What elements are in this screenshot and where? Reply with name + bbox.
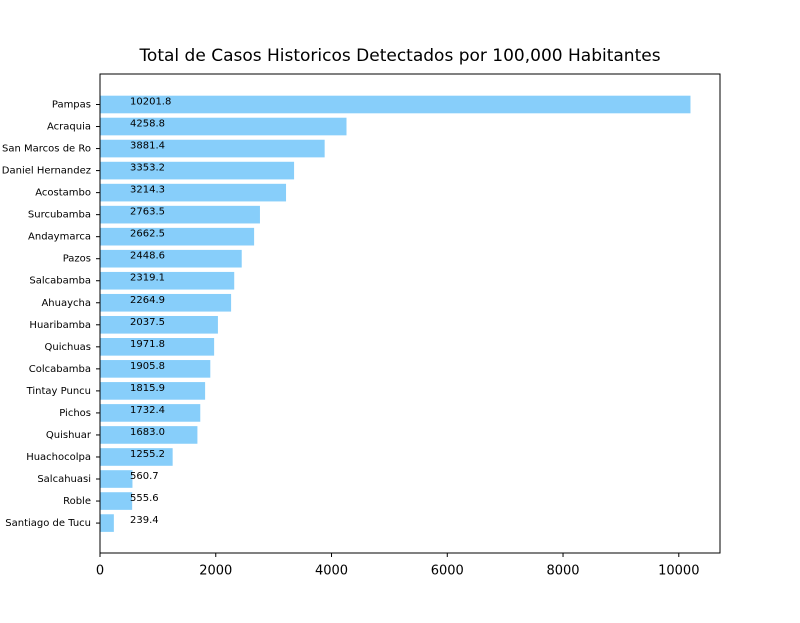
y-tick-label: Andaymarca	[28, 232, 91, 243]
value-label: 2037.5	[130, 317, 165, 328]
bar	[100, 338, 215, 356]
y-tick-label: Huaribamba	[29, 320, 91, 331]
y-tick-label: Quishuar	[46, 430, 92, 441]
y-tick-label: Roble	[63, 496, 91, 507]
value-label: 560.7	[130, 471, 159, 482]
bar	[100, 514, 114, 532]
x-tick-label: 4000	[315, 564, 348, 579]
y-tick-label: Pichos	[59, 408, 91, 419]
value-label: 2319.1	[130, 273, 165, 284]
y-tick-label: Tintay Puncu	[26, 386, 91, 397]
bar	[100, 139, 325, 158]
bar	[100, 161, 295, 180]
bar	[100, 492, 133, 510]
value-label: 2662.5	[130, 229, 165, 240]
x-tick-label: 10000	[658, 564, 699, 579]
y-tick-label: Acostambo	[35, 188, 91, 199]
bar	[100, 448, 173, 466]
value-label: 3881.4	[130, 141, 165, 152]
value-label: 1971.8	[130, 339, 165, 350]
value-label: 2448.6	[130, 251, 165, 262]
bar	[100, 271, 235, 290]
bar	[100, 227, 255, 246]
bar	[100, 315, 218, 334]
bar	[100, 249, 242, 268]
value-label: 1732.4	[130, 405, 165, 416]
y-tick-label: Acraquia	[47, 122, 91, 133]
plot-frame	[99, 73, 721, 554]
y-tick-label: Ahuaycha	[41, 298, 91, 309]
value-label: 3214.3	[130, 185, 165, 196]
bar	[100, 360, 211, 378]
y-tick-label: San Marcos de Ro	[2, 144, 91, 155]
value-label: 3353.2	[130, 163, 165, 174]
value-label: 2264.9	[130, 295, 165, 306]
bar	[100, 183, 287, 202]
bar	[100, 293, 232, 312]
bar	[100, 404, 201, 422]
value-label: 1255.2	[130, 449, 165, 460]
y-tick-label: Pampas	[52, 100, 91, 111]
y-tick-label: Colcabamba	[29, 364, 91, 375]
value-label: 1683.0	[130, 427, 165, 438]
value-label: 2763.5	[130, 207, 165, 218]
bar	[100, 426, 198, 444]
value-label: 10201.8	[130, 97, 171, 108]
y-tick-label: Salcabamba	[29, 276, 91, 287]
bar	[100, 205, 260, 224]
y-tick-label: Quichuas	[45, 342, 92, 353]
bar	[100, 382, 206, 400]
value-label: 1905.8	[130, 361, 165, 372]
bar	[100, 95, 691, 114]
x-tick-label: 6000	[431, 564, 464, 579]
value-label: 4258.8	[130, 119, 165, 130]
bar	[100, 117, 347, 136]
y-tick-label: Surcubamba	[28, 210, 91, 221]
y-tick-label: Santiago de Tucu	[5, 518, 91, 529]
x-tick-label: 8000	[546, 564, 579, 579]
y-tick-label: Daniel Hernandez	[2, 166, 91, 177]
value-label: 239.4	[130, 515, 159, 526]
value-label: 555.6	[130, 493, 159, 504]
y-tick-label: Huachocolpa	[26, 452, 91, 463]
x-tick-label: 2000	[199, 564, 232, 579]
y-tick-label: Salcahuasi	[37, 474, 91, 485]
chart-title: Total de Casos Historicos Detectados por…	[138, 46, 660, 66]
value-label: 1815.9	[130, 383, 165, 394]
x-tick-label: 0	[96, 564, 104, 579]
y-tick-label: Pazos	[63, 254, 91, 265]
bar	[100, 470, 133, 488]
